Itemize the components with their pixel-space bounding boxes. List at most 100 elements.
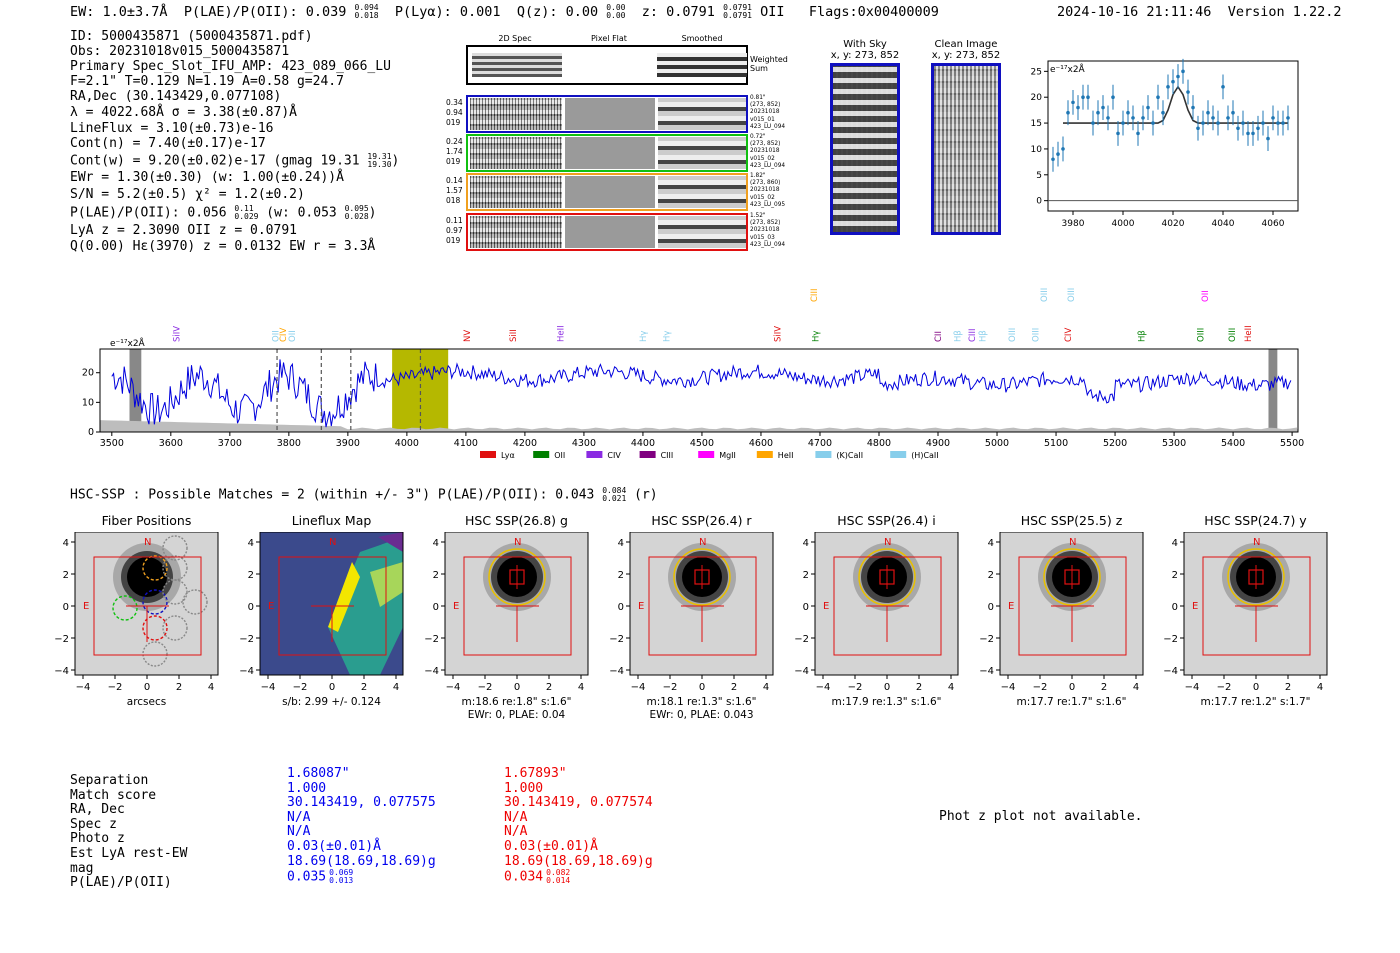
east-label: E	[638, 601, 644, 612]
spec-row-right-value: 423_LU_094	[750, 162, 786, 169]
full-line-label: OIII	[1197, 328, 1207, 342]
match-value: 18.69(18.69,18.69)g	[504, 853, 653, 869]
hsc-xtick-label: 2	[1285, 682, 1291, 693]
spec2d-header-2dspec: 2D Spec	[498, 34, 532, 43]
hsc-xtick-label: −2	[1217, 682, 1232, 693]
full-line-label: CIV	[279, 328, 289, 342]
hsc-xtick-label: 4	[1133, 682, 1139, 693]
lineflux-peak	[328, 562, 360, 632]
match-col2: 1.67893" 1.000 30.143419, 0.077574 N/A N/A 0.…	[504, 766, 653, 885]
hsc-panel-image: N E −4 4 −2 2 0 0 2 −2 4 −4	[979, 532, 1144, 693]
hsc-ytick-label: 0	[248, 602, 254, 613]
hsc-ytick-label: −4	[609, 666, 624, 677]
east-label: E	[268, 601, 274, 612]
full-spectrum-line	[111, 359, 1292, 428]
header-right: 2024-10-16 21:11:46 Version 1.22.2	[1057, 5, 1342, 20]
north-label: N	[1069, 537, 1076, 548]
zoom-ytick-label: 15	[1031, 119, 1042, 129]
zoom-fit-line	[1063, 85, 1288, 124]
header-version: Version 1.22.2	[1227, 4, 1342, 20]
hsc-ytick-label: −2	[979, 634, 994, 645]
match-label: P(LAE)/P(OII)	[70, 875, 172, 891]
full-legend-label: HeII	[778, 451, 794, 460]
hsc-ytick-label: 2	[988, 570, 994, 581]
hsc-xtick-label: 4	[393, 682, 399, 693]
match-plae-hi: 0.082	[546, 868, 571, 878]
spec-row-right-value: 1.82"	[750, 173, 766, 179]
header-plae-hi: 0.094	[354, 3, 379, 12]
spec-row-right-value: 20231018	[750, 109, 780, 116]
spec-row-left-value: 0.94	[446, 108, 463, 117]
full-xtick-label: 5300	[1162, 438, 1186, 449]
hsc-xtick-label: 4	[208, 682, 214, 693]
search-box	[1018, 556, 1127, 656]
full-line-label: OIII	[1228, 328, 1238, 342]
hsc-xtick-label: −2	[108, 682, 123, 693]
match-value: N/A	[504, 824, 528, 840]
full-xtick-label: 4900	[926, 438, 950, 449]
zoom-data-point	[1286, 116, 1290, 120]
info-contw-hi: 19.31	[367, 152, 392, 161]
full-line-label: SiIV	[773, 326, 783, 342]
full-legend-label: Lyα	[501, 451, 515, 460]
hsc-xtick-label: −4	[1001, 682, 1016, 693]
zoom-data-point	[1221, 85, 1225, 89]
hsc-xtick-label: −2	[663, 682, 678, 693]
spec-row-2d-stamp	[470, 137, 562, 169]
lineflux-region-3	[378, 532, 403, 552]
header-qz: Q(z): 0.00	[516, 4, 599, 20]
hsc-xtick-label: 0	[1069, 682, 1075, 693]
zoom-data-point	[1166, 85, 1170, 89]
search-box	[1202, 556, 1311, 656]
hsc-ytick-label: 0	[618, 602, 624, 613]
hsc-panel-caption: arcsecs	[126, 696, 167, 708]
full-plot-bg	[100, 349, 1298, 432]
aperture-ellipse	[1227, 548, 1285, 606]
spec2d-header-pixelflat: Pixel Flat	[591, 34, 627, 43]
spec-row-left-value: 1.74	[446, 147, 463, 156]
hsc-xtick-label: 4	[578, 682, 584, 693]
east-label: E	[83, 601, 89, 612]
zoom-data-point	[1206, 110, 1210, 115]
zoom-data-point	[1236, 126, 1240, 131]
zoom-data-point	[1181, 69, 1185, 74]
header-bar: EW: 1.0±3.7Å P(LAE)/P(OII): 0.039 0.094 …	[70, 4, 939, 20]
zoom-data-point	[1126, 110, 1130, 115]
spec-row-pixelflat-stamp	[565, 137, 655, 169]
zoom-data-point	[1256, 126, 1260, 131]
hsc-ytick-label: 0	[433, 602, 439, 613]
spec-row-right-value: 423_LU_095	[750, 201, 786, 208]
full-line-label: OIII	[1008, 328, 1018, 342]
north-label: N	[329, 537, 336, 548]
info-contn: Cont(n) = 7.40(±0.17)e-17	[70, 136, 266, 151]
spec-row-right-label: 0.72" (273, 852) 20231018 v015_02 423_LU_094	[750, 134, 785, 170]
hsc-ytick-label: 0	[63, 602, 69, 613]
spec-row-box	[466, 95, 748, 133]
spec-row-left-value: 019	[446, 157, 461, 166]
spec-row-left-value: 0.34	[446, 98, 463, 107]
search-box	[833, 556, 942, 656]
match-label: Spec z	[70, 816, 117, 832]
spec-row-right-value: 1.52"	[750, 213, 766, 219]
zoom-xtick-label: 4000	[1112, 219, 1135, 229]
header-plae-lo: 0.018	[354, 11, 379, 20]
full-xtick-label: 4100	[454, 438, 478, 449]
zoom-data-point	[1076, 105, 1080, 110]
hsc-panel-caption-2: EWr: 0, PLAE: 0.04	[467, 709, 566, 721]
full-line-label: OIII	[1040, 288, 1050, 302]
hsc-panel-image: N E −4 4 −2 2 0 0 2 −2 4 −4	[239, 532, 404, 693]
match-value: N/A	[287, 824, 311, 840]
zoom-ytick-label: 25	[1031, 67, 1042, 77]
hsc-ytick-label: −2	[424, 634, 439, 645]
spec-row-right-value: v015_02	[750, 194, 775, 201]
hsc-panel-image: N E −4 4 −2 2 0 0 2 −2 4 −4	[424, 532, 589, 693]
hsc-panel-title: Lineflux Map	[291, 513, 372, 528]
hsc-ytick-label: 0	[988, 602, 994, 613]
hsc-ytick-label: −2	[609, 634, 624, 645]
spec-row-2d-stamp	[470, 98, 562, 130]
zoom-data-point	[1276, 121, 1280, 125]
hsc-panel-title: Fiber Positions	[101, 513, 192, 528]
hsc-xtick-label: 2	[731, 682, 737, 693]
full-legend-swatch	[480, 451, 496, 458]
zoom-data-point	[1131, 116, 1135, 120]
